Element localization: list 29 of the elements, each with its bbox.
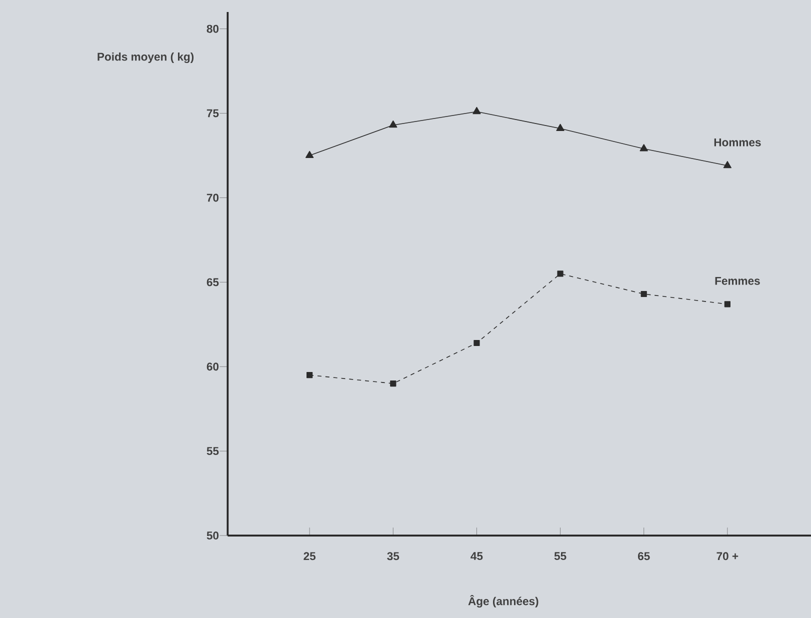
point (390, 380, 396, 386)
y-axis-title: Poids moyen ( kg) (98, 52, 194, 63)
point (724, 301, 730, 308)
point (474, 340, 480, 346)
x-tick-label: 45 (470, 552, 483, 560)
point (306, 372, 313, 378)
point (640, 144, 648, 152)
x-tick-label: 55 (554, 552, 566, 560)
series-label: Hommes (714, 138, 761, 146)
y-tick-label: 75 (206, 109, 219, 118)
x-tick-label: 65 (638, 552, 650, 560)
series-label: Femmes (715, 276, 760, 285)
y-tick-label: 60 (206, 362, 219, 371)
x-tick-label: 35 (387, 552, 400, 560)
y-tick-label: 65 (206, 278, 219, 286)
x-axis-title: Âge (années) (468, 594, 538, 608)
y-tick-label: 70 (206, 194, 219, 202)
point (389, 120, 398, 128)
point (472, 106, 481, 114)
point (557, 270, 564, 277)
x-tick-label: 70 + (716, 552, 738, 560)
y-tick-label: 50 (206, 531, 219, 540)
point (640, 290, 647, 297)
x-tick-label: 25 (304, 552, 316, 560)
y-tick-label: 80 (206, 24, 219, 33)
point (305, 150, 314, 158)
y-tick-label: 55 (206, 447, 219, 455)
point (556, 124, 564, 131)
point (723, 160, 732, 168)
